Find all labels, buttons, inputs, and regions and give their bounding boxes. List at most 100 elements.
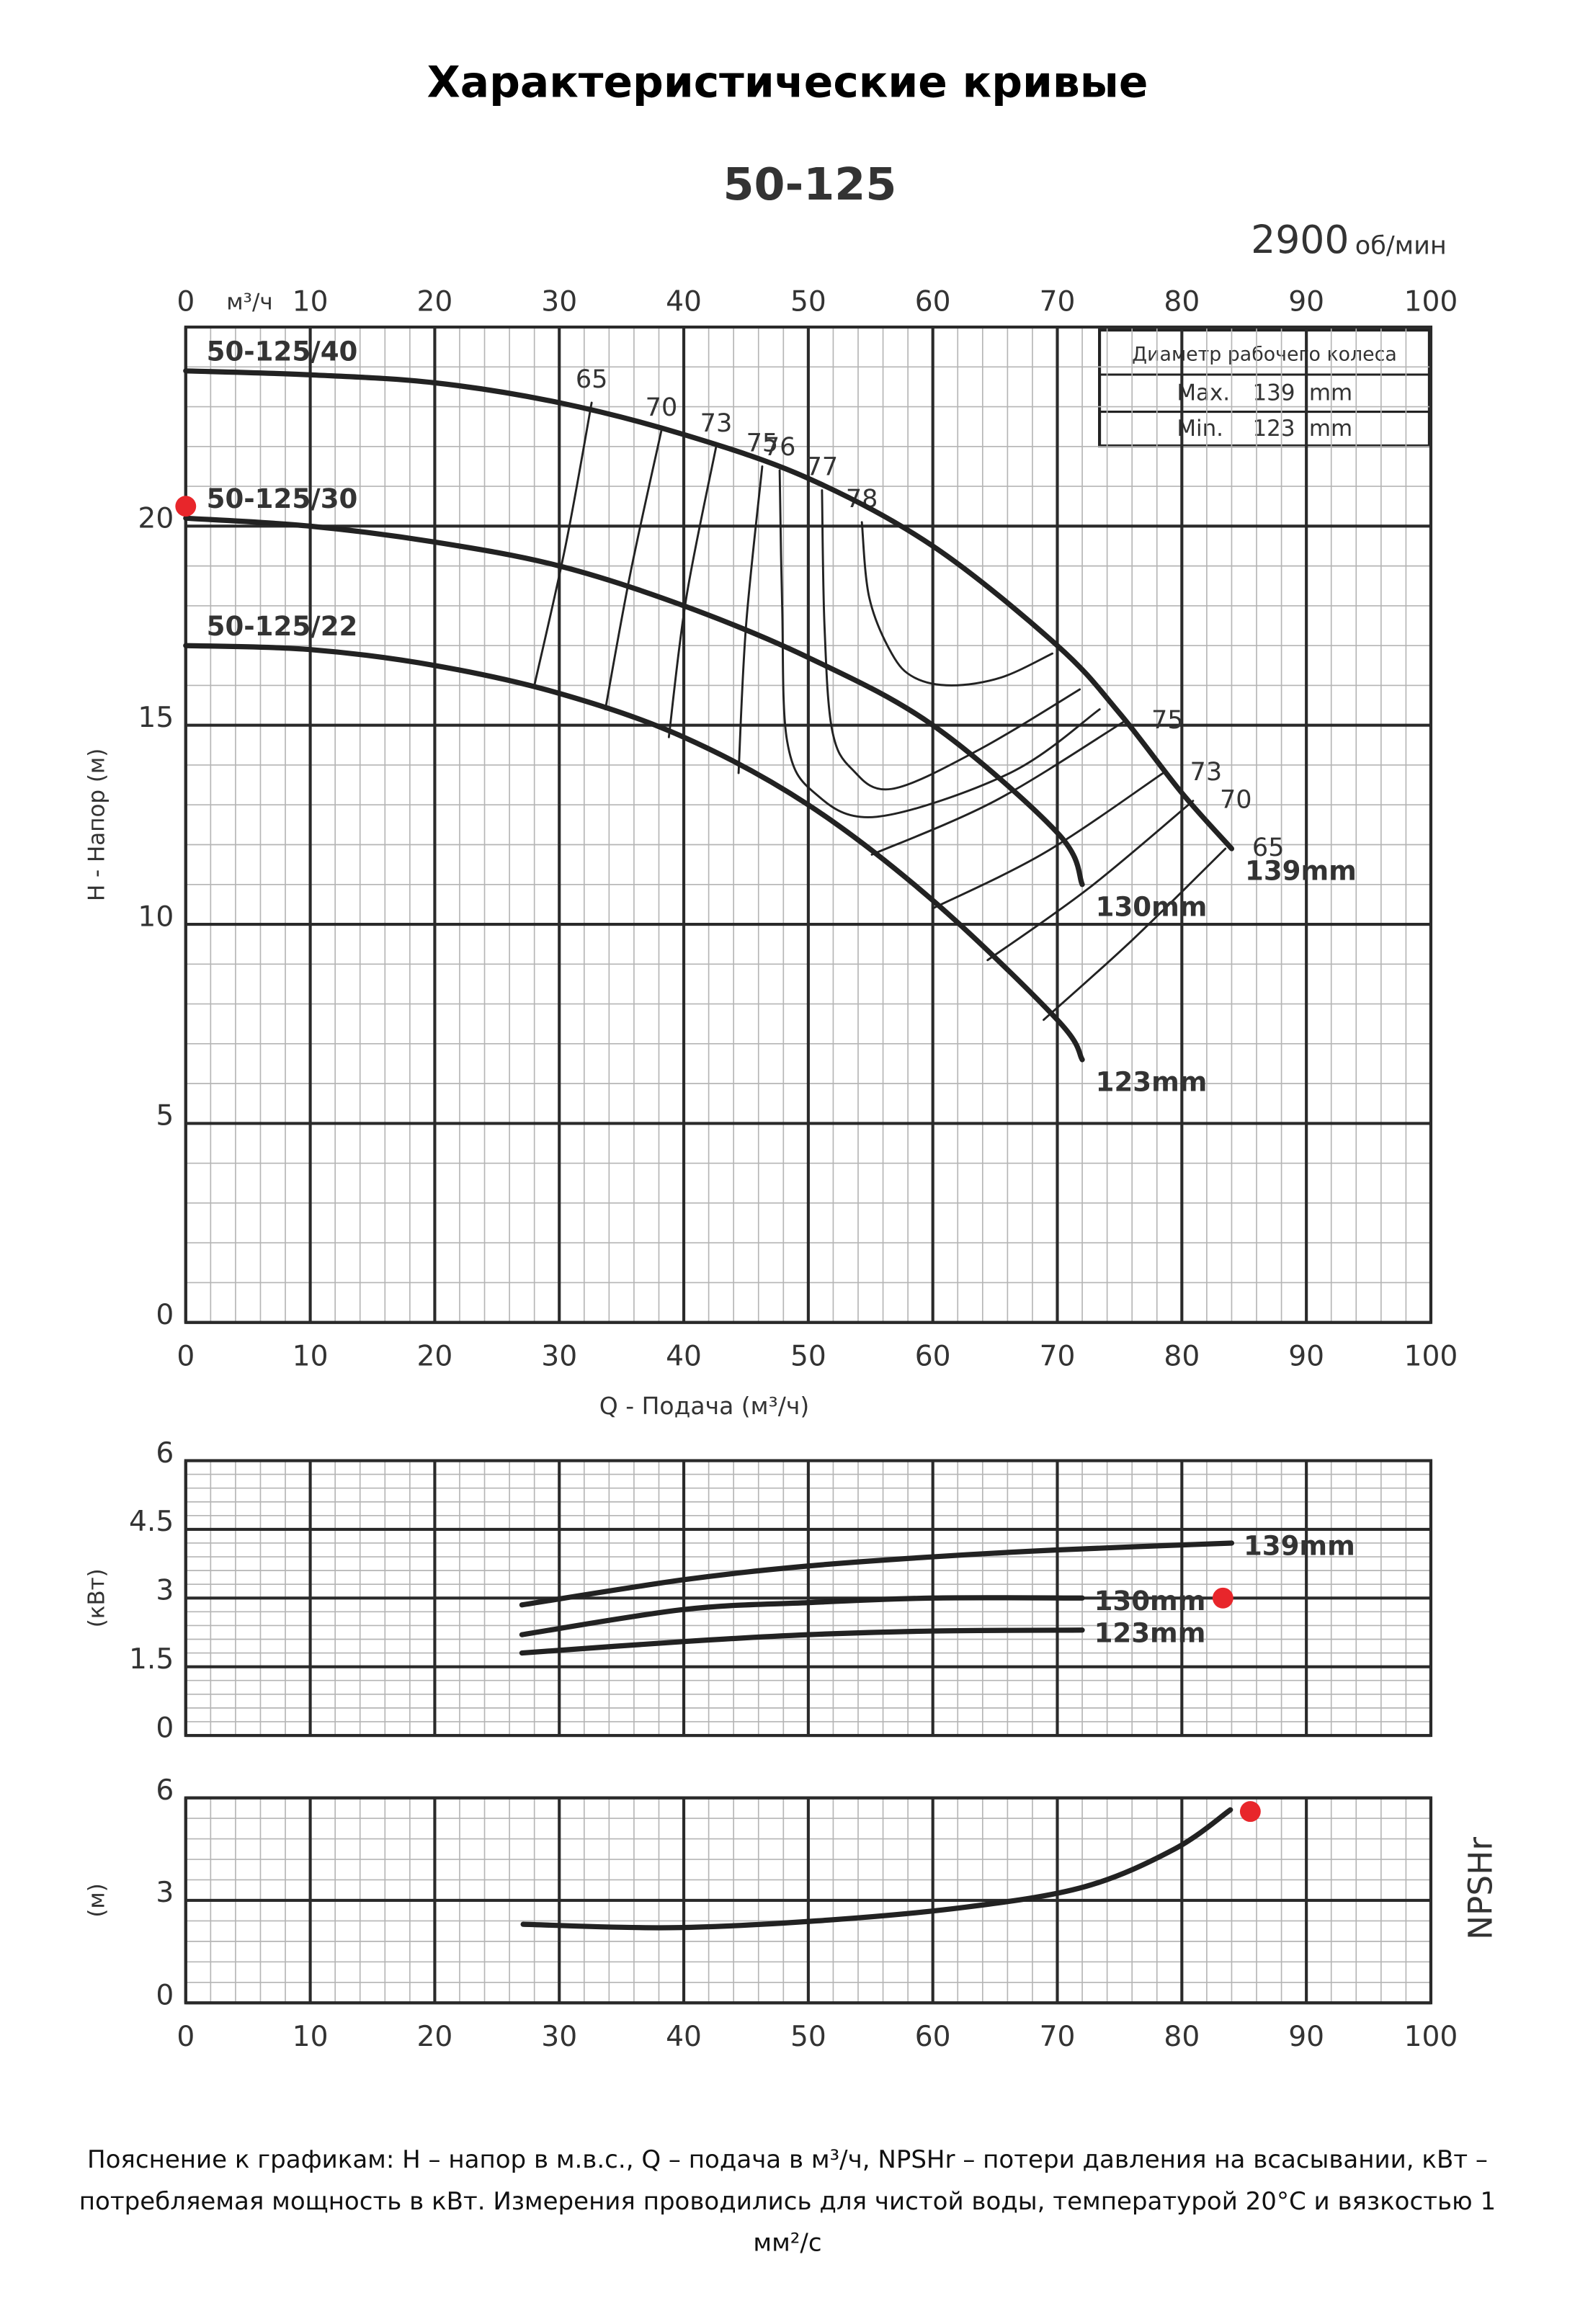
top-tick-label: 20 (416, 286, 452, 318)
contour-label: 76 (764, 432, 796, 462)
x-tick-label: 80 (1164, 2021, 1200, 2053)
efficiency-contour (778, 469, 1101, 818)
marker (175, 496, 197, 517)
x-tick-label: 0 (177, 2021, 195, 2053)
x-tick-label: 80 (1164, 1341, 1200, 1373)
y-tick-label: 5 (156, 1100, 174, 1132)
x-tick-label: 100 (1404, 2021, 1458, 2053)
efficiency-contour (870, 720, 1126, 856)
marker (1239, 1801, 1261, 1823)
series-name: 50-125/22 (207, 611, 358, 642)
x-tick-label: 30 (541, 1341, 577, 1373)
top-tick-label: 80 (1164, 286, 1200, 318)
x-tick-label: 0 (177, 1341, 195, 1373)
series-line (183, 368, 1235, 852)
diameter-table: Диаметр рабочего колеса Max. 139 mm Min.… (1098, 329, 1431, 448)
x-tick-label: 20 (416, 1341, 452, 1373)
efficiency-contour (860, 521, 1054, 687)
efficiency-contour (986, 800, 1195, 962)
x-tick-label: 30 (541, 2021, 577, 2053)
efficiency-contour (821, 489, 1081, 791)
note-box: Пояснение к графикам: H – напор в м.в.с.… (79, 2145, 1496, 2257)
series-name: 50-125/30 (207, 483, 358, 514)
efficiency-contour (533, 401, 593, 687)
y-tick-label: 3 (156, 1877, 174, 1909)
x-tick-label: 70 (1040, 2021, 1076, 2053)
series-line (183, 643, 1085, 1063)
y-tick-label: 3 (156, 1575, 174, 1607)
y-tick-label: 6 (156, 1774, 174, 1807)
efficiency-contour (604, 429, 663, 711)
speed-unit: об/мин (1355, 231, 1447, 261)
top-tick-label: 0 (177, 286, 195, 318)
y-axis-label: (м) (84, 1883, 110, 1917)
contour-label: 73 (1190, 757, 1223, 787)
y-tick-label: 4.5 (129, 1506, 174, 1538)
x-tick-label: 90 (1288, 2021, 1324, 2053)
x-tick-label: 10 (293, 1341, 329, 1373)
x-tick-label: 90 (1288, 1341, 1324, 1373)
series-line (519, 1540, 1235, 1608)
series-line (519, 1627, 1085, 1656)
table-cell: Max. (1177, 380, 1230, 406)
table-cell: Min. (1177, 416, 1223, 442)
y-tick-label: 0 (156, 1712, 174, 1744)
top-tick-label: 60 (915, 286, 951, 318)
plot-frame (184, 325, 1433, 1324)
x-tick-label: 40 (666, 1341, 702, 1373)
y-tick-label: 6 (156, 1437, 174, 1470)
plot-frame (184, 1796, 1433, 2005)
top-tick-label: 10 (293, 286, 329, 318)
y-tick-label: 0 (156, 1979, 174, 2011)
top-tick-label: 90 (1288, 286, 1324, 318)
series-line (519, 1595, 1085, 1637)
contour-label: 70 (1220, 785, 1252, 815)
y-tick-label: 0 (156, 1299, 174, 1331)
x-tick-label: 20 (416, 2021, 452, 2053)
efficiency-contour (737, 465, 764, 774)
x-tick-label: 10 (293, 2021, 329, 2053)
right-label: NPSHr (1462, 1837, 1500, 1940)
diameter-label: 123mm (1096, 1066, 1208, 1097)
top-axis-unit: м³/ч (226, 290, 272, 316)
contour-label: 65 (1252, 833, 1285, 862)
speed: 2900 (1251, 217, 1349, 262)
x-tick-label: 70 (1040, 1341, 1076, 1373)
y-axis-label: (кВт) (84, 1568, 110, 1627)
efficiency-contour (1043, 847, 1227, 1022)
series-label: 139mm (1244, 1531, 1355, 1562)
y-tick-label: 1.5 (129, 1643, 174, 1676)
contour-label: 77 (806, 452, 839, 482)
series-line (520, 1807, 1233, 1931)
marker (1212, 1587, 1233, 1609)
top-tick-label: 100 (1404, 286, 1458, 318)
contour-label: 70 (646, 393, 678, 422)
chart: 0 10 20 30 40 50 60 70 80 90 100 0 3 6 (м) NPSHr (84, 1774, 1500, 2053)
efficiency-contour (667, 445, 718, 738)
diameter-label: 130mm (1096, 891, 1208, 922)
contour-label: 65 (576, 365, 608, 394)
x-tick-label: 100 (1404, 1341, 1458, 1373)
model-title: 50-125 (723, 158, 896, 210)
series-label: 123mm (1094, 1617, 1206, 1648)
series-line (183, 515, 1085, 888)
y-tick-label: 10 (138, 900, 174, 933)
table-cell: 139 (1252, 380, 1295, 406)
x-tick-label: 60 (915, 2021, 951, 2053)
page-title: Характеристические кривые (427, 57, 1148, 107)
x-tick-label: 40 (666, 2021, 702, 2053)
x-axis-label: Q - Подача (м³/ч) (599, 1392, 809, 1420)
contour-label: 75 (1151, 705, 1184, 735)
top-tick-label: 70 (1040, 286, 1076, 318)
x-tick-label: 50 (790, 2021, 826, 2053)
top-tick-label: 30 (541, 286, 577, 318)
contour-label: 75 (746, 429, 779, 458)
efficiency-contour (932, 772, 1164, 910)
note: Пояснение к графикам: H – напор в м.в.с.… (79, 2145, 1496, 2257)
top-tick-label: 50 (790, 286, 826, 318)
table-frame (1098, 329, 1431, 448)
table-cell: 123 (1252, 416, 1295, 442)
series-label: 130mm (1094, 1586, 1206, 1617)
